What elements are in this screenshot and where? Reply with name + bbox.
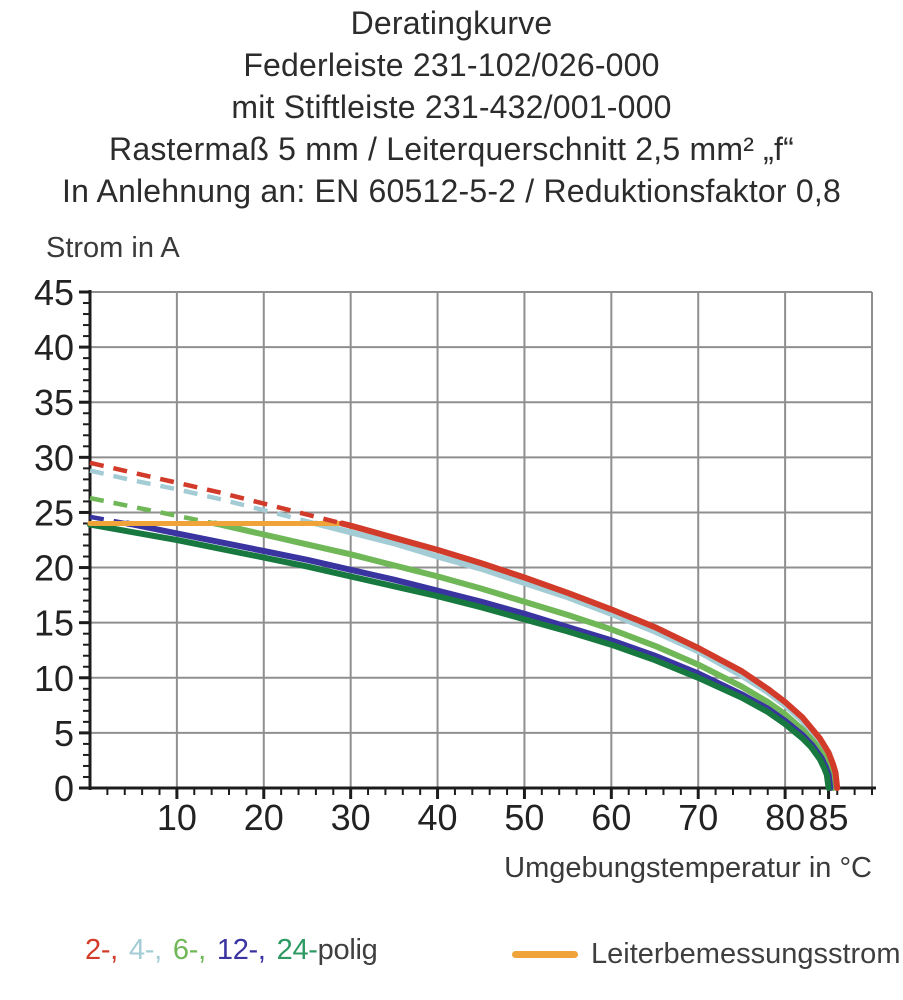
y-tick-label: 20	[34, 548, 74, 589]
curve-solid-6-polig	[211, 520, 836, 791]
x-tick-label: 10	[157, 797, 197, 838]
y-tick-label: 10	[34, 658, 74, 699]
rated-current-swatch-line	[512, 950, 578, 958]
x-tick-label: 85	[809, 797, 849, 838]
x-tick-label: 80	[765, 797, 805, 838]
y-tick-label: 5	[54, 713, 74, 754]
y-tick-label: 35	[34, 382, 74, 423]
y-tick-label: 25	[34, 492, 74, 533]
chart-title-block: Deratingkurve Federleiste 231-102/026-00…	[0, 2, 903, 212]
y-axis-title: Strom in A	[46, 232, 180, 264]
title-line-4: Rastermaß 5 mm / Leiterquerschnitt 2,5 m…	[109, 131, 794, 167]
curve-dashed-4-polig	[89, 468, 317, 526]
curve-solid-24-polig	[87, 521, 832, 791]
y-tick-label: 15	[34, 603, 74, 644]
x-axis-title: Umgebungstemperatur in °C	[504, 852, 872, 884]
legend-pole-item: 24-	[276, 934, 318, 966]
legend-pole-item: 2-,	[85, 934, 118, 966]
x-tick-label: 20	[244, 797, 284, 838]
curve-solid-2-polig	[339, 520, 841, 791]
curve-dashed-6-polig	[89, 495, 216, 526]
y-tick-label: 45	[34, 272, 74, 313]
legend-pole-item: 6-,	[172, 934, 206, 966]
x-tick-label: 70	[678, 797, 718, 838]
legend-rated-current: Leiterbemessungsstrom	[512, 934, 900, 974]
legend-pole-item: 4-,	[128, 934, 162, 966]
x-tick-label: 30	[331, 797, 371, 838]
title-line-3: mit Stiftleiste 231-432/001-000	[231, 89, 672, 125]
x-tick-label: 60	[591, 797, 631, 838]
y-tick-label: 30	[34, 437, 74, 478]
rated-current-label: Leiterbemessungsstrom	[591, 937, 901, 970]
y-tick-label: 40	[34, 327, 74, 368]
x-tick-label: 40	[418, 797, 458, 838]
y-tick-label: 0	[54, 768, 74, 809]
curve-dashed-2-polig	[89, 460, 343, 526]
x-tick-label: 50	[504, 797, 544, 838]
title-line-1: Deratingkurve	[350, 5, 553, 41]
legend-pole-item: 12-,	[216, 934, 266, 966]
title-line-5: In Anlehnung an: EN 60512-5-2 / Reduktio…	[62, 173, 841, 209]
legend-pole-item: polig	[317, 934, 378, 966]
title-line-2: Federleiste 231-102/026-000	[243, 47, 660, 83]
legend-pole-counts: 2-, 4-, 6-, 12-, 24-polig	[85, 934, 378, 967]
